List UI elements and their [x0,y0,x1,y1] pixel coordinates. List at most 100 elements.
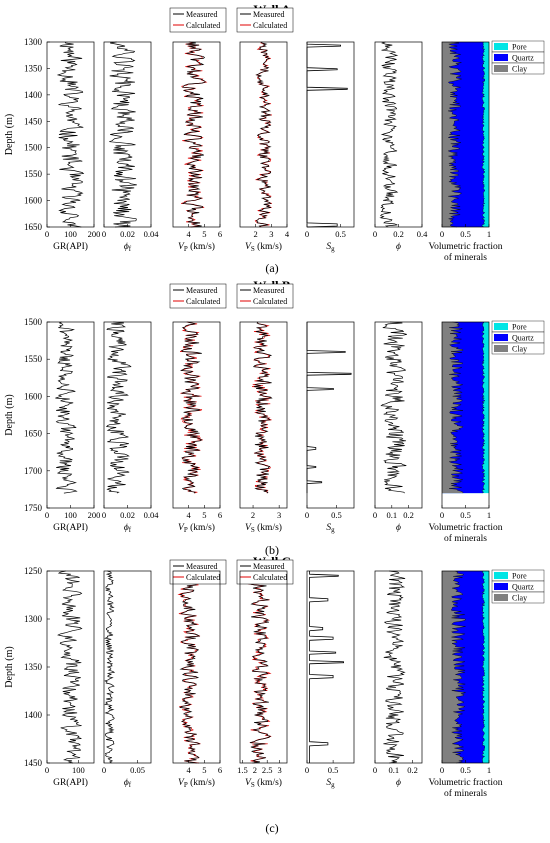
track-frame [172,321,221,509]
x-tick-label: 100 [64,510,77,520]
depth-tick-label: 1350 [24,63,43,73]
clay-boundary [447,41,463,228]
measured-curve [379,41,399,228]
x-tick-label: 1.5 [237,765,248,775]
track-vol: Pore Quartz Clay 0 0.5 1 Volumetric fractionof… [429,320,545,544]
clay-fill [442,322,463,494]
x-tick-label: 2 [253,765,257,775]
x-tick-label: 0 [305,229,309,239]
x-tick-label: 200 [88,229,101,239]
x-tick-label: 0 [102,510,106,520]
x-tick-label: 0 [440,765,444,775]
track-frame [46,41,95,228]
track-sg: 0 0.5Sg [305,570,355,789]
x-tick-label: 0 [373,765,377,775]
x-tick-label: 0.5 [331,510,342,520]
depth-tick-label: 1300 [24,37,43,47]
x-tick-label: 4 [187,765,192,775]
legend-label-clay: Clay [512,65,527,74]
x-tick-label: 3 [269,229,273,239]
x-tick-label: 0.05 [130,765,145,775]
depth-tick-label: 1450 [24,758,43,768]
track-phi: 0 0.1 0.2 ϕ [373,570,423,788]
legend-swatch-clay [494,594,508,601]
x-tick-label: 0.5 [460,765,471,775]
clay-boundary [448,321,464,494]
x-tick-label: 0 [440,510,444,520]
x-tick-label: 0 [305,765,309,775]
x-tick-label: 100 [72,765,85,775]
track-vp: Measured Calculated 4 5 6VP (km/s) [169,283,227,534]
well-block-2: Well B(b)Depth (m)1500155016001650170017… [4,278,545,557]
legend-label-calculated: Calculated [186,297,220,306]
legend-label-pore: Pore [512,572,527,581]
measured-curve [252,321,273,494]
x-tick-label: 1 [487,229,491,239]
x-tick-label: 5 [202,765,206,775]
depth-tick-label: 1600 [24,196,43,206]
legend-swatch-pore [494,572,508,579]
track-phif: 0 0.02 0.04 ϕf [102,41,159,253]
x-axis-label: VP (km/s) [178,522,215,534]
x-tick-label: 3 [277,765,281,775]
calculated-curve [179,321,203,494]
depth-tick-label: 1600 [24,391,43,401]
x-axis-label: ϕf [124,523,132,534]
x-axis-label: VS (km/s) [245,777,282,789]
sg-curve [306,42,348,228]
legend-label-pore: Pore [512,323,527,332]
track-frame [172,570,221,764]
legend-label-measured: Measured [186,286,218,295]
legend-label-calculated: Calculated [186,21,220,30]
legend-box [169,7,227,33]
legend-label-measured: Measured [186,10,218,19]
depth-tick-label: 1700 [24,466,43,476]
legend-box [169,559,227,585]
legend-label-calculated: Calculated [253,21,287,30]
clay-fill [442,42,462,227]
depth-axis-label: Depth (m) [4,114,15,155]
measured-curve [255,41,272,228]
legend-swatch-quartz [494,583,508,590]
depth-tick-label: 1500 [24,143,43,153]
depth-tick-label: 1550 [24,169,43,179]
x-axis-label: ϕ [396,242,401,252]
legend-label-measured: Measured [186,562,218,571]
x-tick-label: 0.2 [407,765,418,775]
x-axis-label: ϕ [396,523,401,533]
x-tick-label: 0.2 [403,510,414,520]
track-frame [172,41,221,228]
depth-tick-label: 1300 [24,614,43,624]
well-block-3: Well C(c)Depth (m)1250130013501400145001… [4,554,545,835]
x-tick-label: 3 [277,510,281,520]
panel-caption: (b) [265,543,279,557]
quartz-boundary [481,41,486,228]
x-axis-label: ϕ [396,778,401,788]
measured-curve [247,570,272,764]
legend-label-quartz: Quartz [512,54,534,63]
legend-label-measured: Measured [253,562,285,571]
legend-swatch-quartz [494,54,508,61]
x-tick-label: 6 [218,229,222,239]
track-vol: Pore Quartz Clay 0 0.5 1 Volumetric fractionof… [429,569,545,799]
x-tick-label: 4 [187,510,192,520]
legend-box [236,283,294,309]
depth-tick-label: 1250 [24,566,43,576]
x-tick-label: 0.04 [144,510,160,520]
depth-tick-label: 1400 [24,90,43,100]
x-tick-label: 4 [285,229,290,239]
x-axis-label: Volumetric fraction [429,241,503,252]
x-axis-label-line2: of minerals [444,788,487,799]
x-axis-label-line2: of minerals [444,533,487,544]
x-tick-label: 0.4 [417,229,428,239]
measured-curve [105,321,132,494]
x-tick-label: 6 [218,765,222,775]
track-sg: 0 0.5Sg [305,41,355,253]
depth-axis-label: Depth (m) [4,394,15,435]
x-axis-label: ϕf [124,242,132,253]
x-tick-label: 0 [45,510,49,520]
quartz-boundary [481,570,486,764]
track-frame [239,41,288,228]
x-tick-label: 0 [373,510,377,520]
